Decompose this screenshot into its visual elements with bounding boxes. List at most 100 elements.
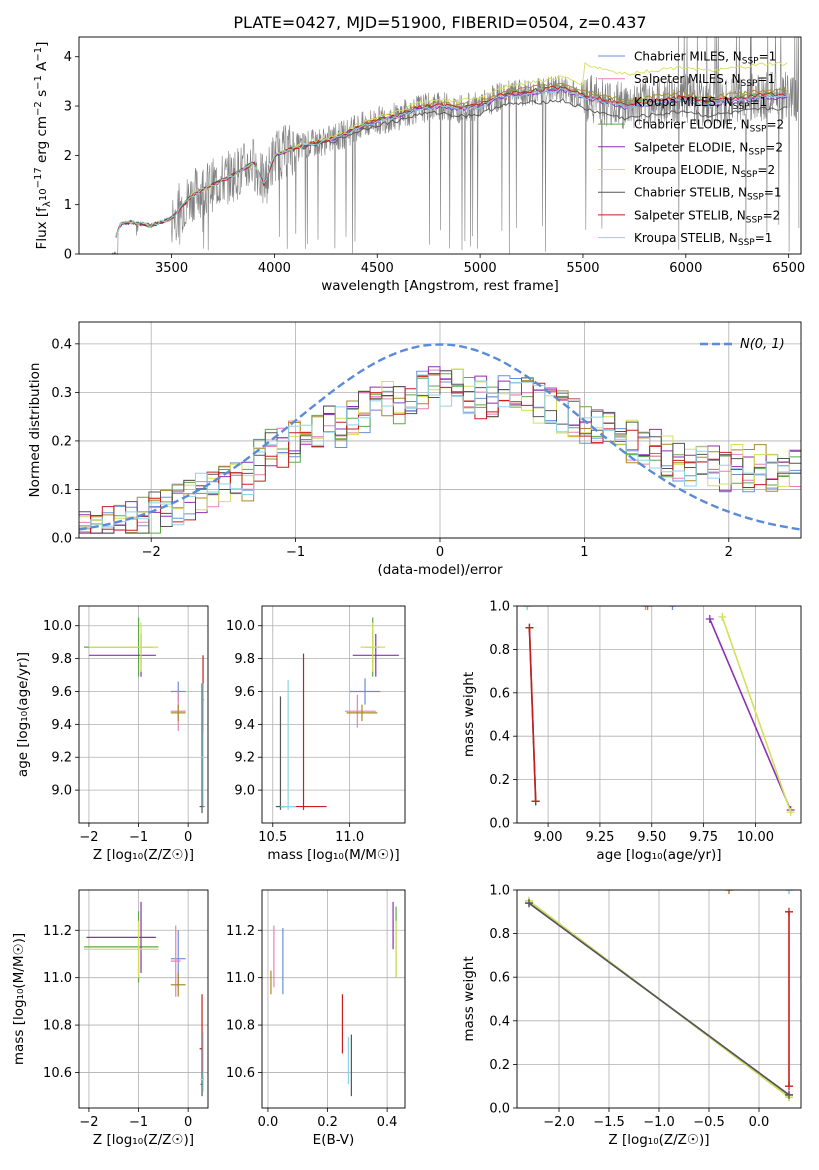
massweight-vs-Z-ylabel: mass weight [461, 956, 477, 1041]
legend-model-name: Chabrier MILES, N [634, 50, 742, 64]
legend-ssp-sub: SSP [738, 238, 755, 248]
residuals-ylabel: Normed distribution [27, 363, 43, 498]
massweight-vs-age-marker-0 [668, 606, 677, 610]
spectrum-model-8 [115, 88, 788, 236]
spectrum-axes: 3500 4000 4500 5000 5500 6000 6500 0 1 2 3 4 [64, 37, 805, 276]
age-vs-Z-ytick-label: 9.0 [51, 784, 72, 799]
massweight-vs-Z-marker-8 [785, 890, 793, 894]
legend-ssp-sub: SSP [748, 147, 765, 157]
spectrum-ytick-label: 0 [64, 248, 72, 263]
mass-vs-Z-frame [78, 889, 209, 1109]
spectrum-xtick-label: 4500 [361, 261, 394, 276]
residuals-ytick-label: 0.0 [51, 532, 72, 547]
residuals-ytick-label: 0.4 [51, 337, 72, 352]
massweight-vs-Z-marker-7 [785, 1082, 793, 1091]
mass-vs-Z-ytick-label: 10.8 [43, 1019, 72, 1034]
spectrum-ytick-label: 2 [64, 149, 72, 164]
spectrum-xtick-label: 4000 [258, 261, 291, 276]
mass-vs-Z-xtick-label: −1 [129, 1115, 148, 1130]
massweight-vs-Z-marker-6 [785, 1090, 793, 1099]
massweight-vs-Z-marker-2 [725, 890, 733, 894]
massweight-vs-age-ytick-label: 0.2 [489, 773, 510, 788]
massweight-vs-age-marker-5 [718, 612, 727, 621]
massweight-vs-age-series-4 [709, 618, 792, 811]
spectrum-plot-area [109, 37, 800, 254]
massweight-vs-age-marker-8 [523, 606, 532, 610]
spectrum-model-5 [115, 61, 788, 238]
age-vs-mass-ytick-label: 9.2 [234, 751, 255, 766]
spectrum-frame [78, 36, 802, 255]
age-vs-mass-xtick-label: 11.0 [335, 830, 364, 845]
massweight-vs-age-axes: 9.00 9.25 9.50 9.75 10.00 0.0 0.2 0.4 0.6 0.8 1.0 [489, 600, 801, 845]
massweight-vs-Z-ytick-label: 0.2 [489, 1058, 510, 1073]
legend-model-name: Chabrier ELODIE, N [634, 118, 750, 132]
legend-label-7: Salpeter STELIB, NSSP=2 [634, 208, 780, 225]
legend-label-5: Kroupa ELODIE, NSSP=2 [634, 163, 775, 180]
massweight-vs-Z-frame [516, 889, 802, 1109]
legend-label-2: Kroupa MILES, NSSP=1 [634, 95, 767, 112]
age-vs-mass-xlabel: mass [log₁₀(M/M☉)] [267, 847, 399, 863]
spectrum-xtick-label: 5500 [566, 261, 599, 276]
spectrum-ytick-label: 4 [64, 50, 72, 65]
spectrum-ylabel-part: λ [42, 201, 53, 207]
age-vs-Z-xtick-label: −2 [79, 830, 98, 845]
mass-vs-Z-ytick-label: 11.2 [43, 924, 72, 939]
spectrum-ylabel: Flux [fλ10−17 erg cm−2 s−1 A−1] [33, 42, 53, 250]
legend-nssp: =1 [764, 186, 782, 200]
residuals-xtick-label: 0 [436, 545, 444, 560]
age-vs-Z-axes: −2 −1 0 9.0 9.2 9.4 9.6 9.8 10.0 [43, 606, 208, 845]
legend-model-name: Kroupa MILES, N [634, 95, 733, 109]
residuals-ytick-label: 0.2 [51, 434, 72, 449]
gaussian-curve [79, 343, 801, 531]
massweight-vs-age-marker-7 [531, 797, 540, 806]
legend-ssp-sub: SSP [750, 125, 767, 135]
massweight-vs-Z-series-6 [528, 902, 790, 1096]
age-vs-mass-plot-area [275, 617, 399, 810]
massweight-vs-Z-xtick-label: −2.0 [543, 1115, 575, 1130]
age-vs-Z-ytick-label: 9.8 [51, 652, 72, 667]
spectrum-ylabel-part: −1 [33, 75, 44, 90]
spectrum-xtick-label: 6000 [669, 261, 702, 276]
spectrum-data-line [109, 37, 800, 254]
age-vs-Z-xtick-label: 0 [184, 830, 192, 845]
age-vs-mass-xtick-label: 10.5 [258, 830, 287, 845]
age-vs-Z-frame [78, 605, 209, 824]
massweight-vs-age-xtick-label: 9.25 [585, 830, 614, 845]
age-vs-mass-ytick-label: 9.8 [234, 652, 255, 667]
massweight-vs-age-marker-7 [525, 623, 534, 632]
legend-ssp-sub: SSP [741, 170, 758, 180]
massweight-vs-age-ylabel: mass weight [461, 672, 477, 757]
mass-vs-ebv-xtick-label: 0.0 [258, 1115, 279, 1130]
mass-vs-Z-plot-area [83, 901, 205, 1097]
legend-nssp: =1 [755, 231, 773, 245]
spectrum-model-7 [115, 85, 788, 237]
residuals-xtick-label: −2 [142, 545, 161, 560]
spectrum-ylabel-part: −1 [33, 47, 44, 62]
massweight-vs-Z-ytick-label: 0.0 [489, 1102, 510, 1117]
residuals-xtick-label: −1 [286, 545, 305, 560]
legend-nssp: =1 [759, 50, 777, 64]
mass-vs-ebv-xtick-label: 0.2 [317, 1115, 338, 1130]
massweight-vs-age-xtick-label: 9.50 [637, 830, 666, 845]
legend-nssp: =2 [763, 208, 781, 222]
spectrum-xtick-label: 3500 [155, 261, 188, 276]
massweight-vs-Z-axes: −2.0 −1.5 −1.0 −0.5 0.0 0.0 0.2 0.4 0.6 0.8 1.0 [489, 884, 801, 1130]
legend-label-0: Chabrier MILES, NSSP=1 [634, 50, 776, 67]
massweight-vs-Z-plot-area [525, 890, 793, 1102]
massweight-vs-Z-ytick-label: 0.6 [489, 971, 510, 986]
massweight-vs-age-ytick-label: 0.8 [489, 643, 510, 658]
spectrum-ytick-label: 1 [64, 198, 72, 213]
massweight-vs-age-marker-2 [643, 606, 652, 610]
massweight-vs-Z-xtick-label: −1.5 [593, 1115, 625, 1130]
residuals-xlabel: (data-model)/error [377, 562, 503, 578]
spectrum-xtick-label: 5000 [464, 261, 497, 276]
mass-vs-Z-ylabel: mass [log₁₀(M/M☉)] [11, 933, 27, 1065]
mass-vs-Z-axes: −2 −1 0 10.6 10.8 11.0 11.2 [43, 890, 208, 1130]
massweight-vs-Z-xtick-label: 0.0 [749, 1115, 770, 1130]
residuals-xtick-label: 1 [580, 545, 588, 560]
legend-nssp: =2 [766, 118, 784, 132]
residuals-hist-7 [79, 373, 801, 534]
massweight-vs-age-xtick-label: 9.00 [534, 830, 563, 845]
